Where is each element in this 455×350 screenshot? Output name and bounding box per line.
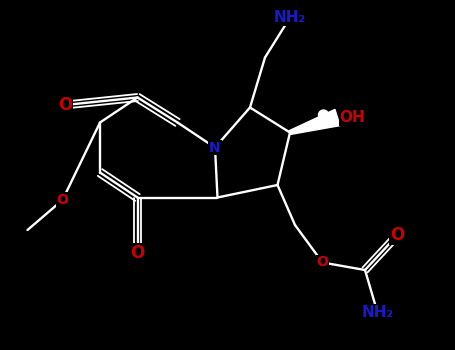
Text: N: N xyxy=(209,140,221,154)
Text: O: O xyxy=(58,96,72,114)
Text: O: O xyxy=(131,244,145,261)
Circle shape xyxy=(318,110,329,120)
Text: OH: OH xyxy=(339,110,365,125)
Text: NH₂: NH₂ xyxy=(361,305,394,320)
Text: O: O xyxy=(390,226,404,244)
Polygon shape xyxy=(289,110,340,134)
Text: NH₂: NH₂ xyxy=(274,10,306,25)
Text: O: O xyxy=(317,256,329,270)
Text: O: O xyxy=(56,193,68,207)
